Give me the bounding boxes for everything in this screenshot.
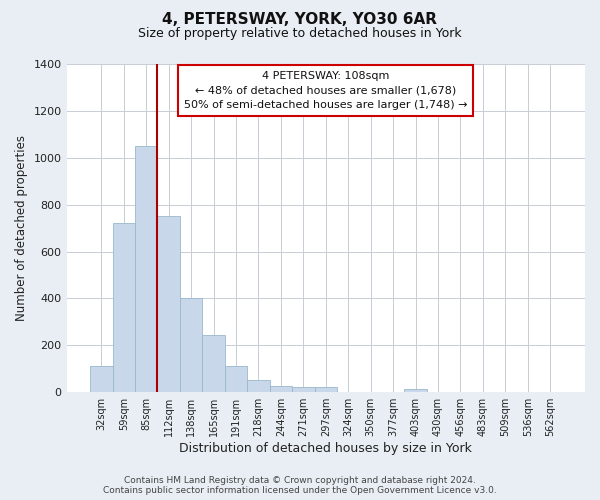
Bar	[269, 386, 292, 392]
Bar	[180, 298, 202, 392]
Y-axis label: Number of detached properties: Number of detached properties	[15, 135, 28, 321]
Bar	[404, 388, 427, 392]
Bar	[157, 216, 180, 392]
Bar	[113, 224, 135, 392]
Bar	[90, 366, 113, 392]
Bar	[202, 335, 225, 392]
Text: 4 PETERSWAY: 108sqm
← 48% of detached houses are smaller (1,678)
50% of semi-det: 4 PETERSWAY: 108sqm ← 48% of detached ho…	[184, 70, 467, 110]
X-axis label: Distribution of detached houses by size in York: Distribution of detached houses by size …	[179, 442, 472, 455]
Bar	[225, 366, 247, 392]
Text: Contains HM Land Registry data © Crown copyright and database right 2024.
Contai: Contains HM Land Registry data © Crown c…	[103, 476, 497, 495]
Bar	[135, 146, 157, 392]
Bar	[314, 387, 337, 392]
Bar	[292, 387, 314, 392]
Text: 4, PETERSWAY, YORK, YO30 6AR: 4, PETERSWAY, YORK, YO30 6AR	[163, 12, 437, 28]
Text: Size of property relative to detached houses in York: Size of property relative to detached ho…	[138, 28, 462, 40]
Bar	[247, 380, 269, 392]
